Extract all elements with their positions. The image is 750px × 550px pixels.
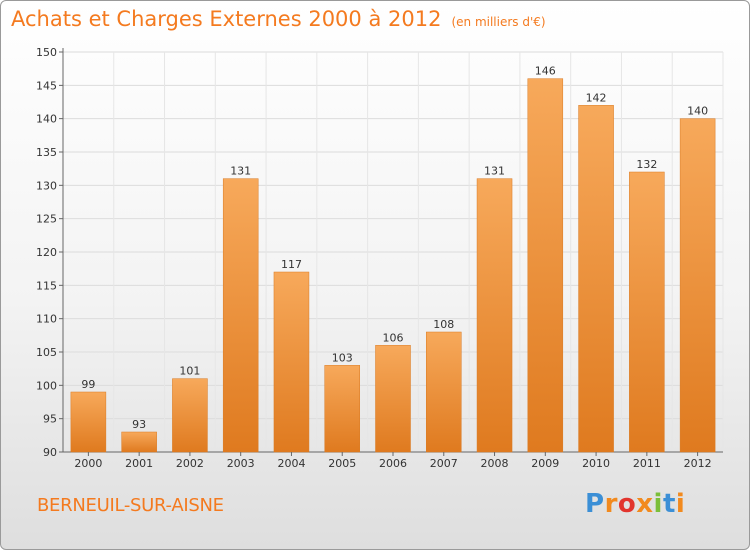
bar — [426, 331, 462, 453]
y-tick-label: 150 — [36, 46, 57, 59]
logo-letter: r — [604, 489, 618, 519]
x-tick-label: 2001 — [125, 457, 153, 470]
bar — [476, 178, 513, 453]
logo-letter: x — [636, 489, 654, 519]
x-tick-label: 2006 — [379, 457, 407, 470]
bar-value-label: 117 — [281, 258, 302, 271]
y-tick-label: 130 — [36, 179, 57, 192]
logo-letter: o — [617, 489, 637, 519]
bar — [324, 365, 360, 453]
y-tick-label: 110 — [36, 313, 57, 326]
bar — [273, 271, 310, 453]
y-tick-label: 90 — [43, 446, 57, 459]
x-tick-label: 2010 — [582, 457, 610, 470]
y-tick-label: 95 — [43, 413, 57, 426]
y-tick-label: 105 — [36, 346, 57, 359]
chart-title: Achats et Charges Externes 2000 à 2012 (e… — [11, 7, 546, 31]
bar — [222, 178, 259, 453]
bar — [172, 378, 208, 453]
bar-value-label: 131 — [230, 165, 251, 178]
logo-letter: i — [653, 489, 663, 519]
bar-value-label: 101 — [179, 365, 200, 378]
chart-subtitle: (en milliers d'€) — [451, 15, 546, 29]
x-tick-label: 2005 — [328, 457, 356, 470]
x-tick-label: 2000 — [74, 457, 102, 470]
bar — [629, 171, 665, 453]
bar-value-label: 131 — [484, 165, 505, 178]
bar-value-label: 142 — [586, 91, 607, 104]
x-tick-label: 2007 — [430, 457, 458, 470]
chart-title-text: Achats et Charges Externes 2000 à 2012 — [11, 7, 442, 31]
y-tick-label: 125 — [36, 213, 57, 226]
y-tick-label: 100 — [36, 379, 57, 392]
x-tick-label: 2009 — [531, 457, 559, 470]
bar-value-label: 93 — [132, 418, 146, 431]
bar-value-label: 103 — [332, 351, 353, 364]
bar — [70, 391, 107, 453]
y-tick-label: 135 — [36, 146, 57, 159]
bar — [121, 431, 157, 453]
bar-value-label: 108 — [433, 318, 454, 331]
logo-letter: i — [675, 489, 686, 519]
x-tick-label: 2008 — [481, 457, 509, 470]
x-tick-label: 2012 — [684, 457, 712, 470]
commune-name: BERNEUIL-SUR-AISNE — [37, 495, 224, 516]
proxiti-logo: Proxiti — [585, 489, 685, 519]
y-tick-label: 140 — [36, 113, 57, 126]
bar-value-label: 132 — [636, 158, 657, 171]
logo-letter: t — [662, 489, 676, 519]
logo-letter: P — [585, 489, 605, 519]
y-tick-label: 120 — [36, 246, 57, 259]
x-tick-label: 2003 — [227, 457, 255, 470]
bar — [375, 345, 411, 453]
x-tick-label: 2011 — [633, 457, 661, 470]
y-tick-label: 145 — [36, 79, 57, 92]
bar-value-label: 106 — [383, 331, 404, 344]
bar — [679, 118, 716, 453]
y-tick-label: 115 — [36, 279, 57, 292]
bar-value-label: 146 — [535, 65, 556, 78]
bar — [578, 105, 614, 453]
x-tick-label: 2004 — [277, 457, 305, 470]
bar — [527, 78, 564, 453]
bar-value-label: 140 — [687, 105, 708, 118]
bar-value-label: 99 — [81, 378, 95, 391]
x-tick-label: 2002 — [176, 457, 204, 470]
